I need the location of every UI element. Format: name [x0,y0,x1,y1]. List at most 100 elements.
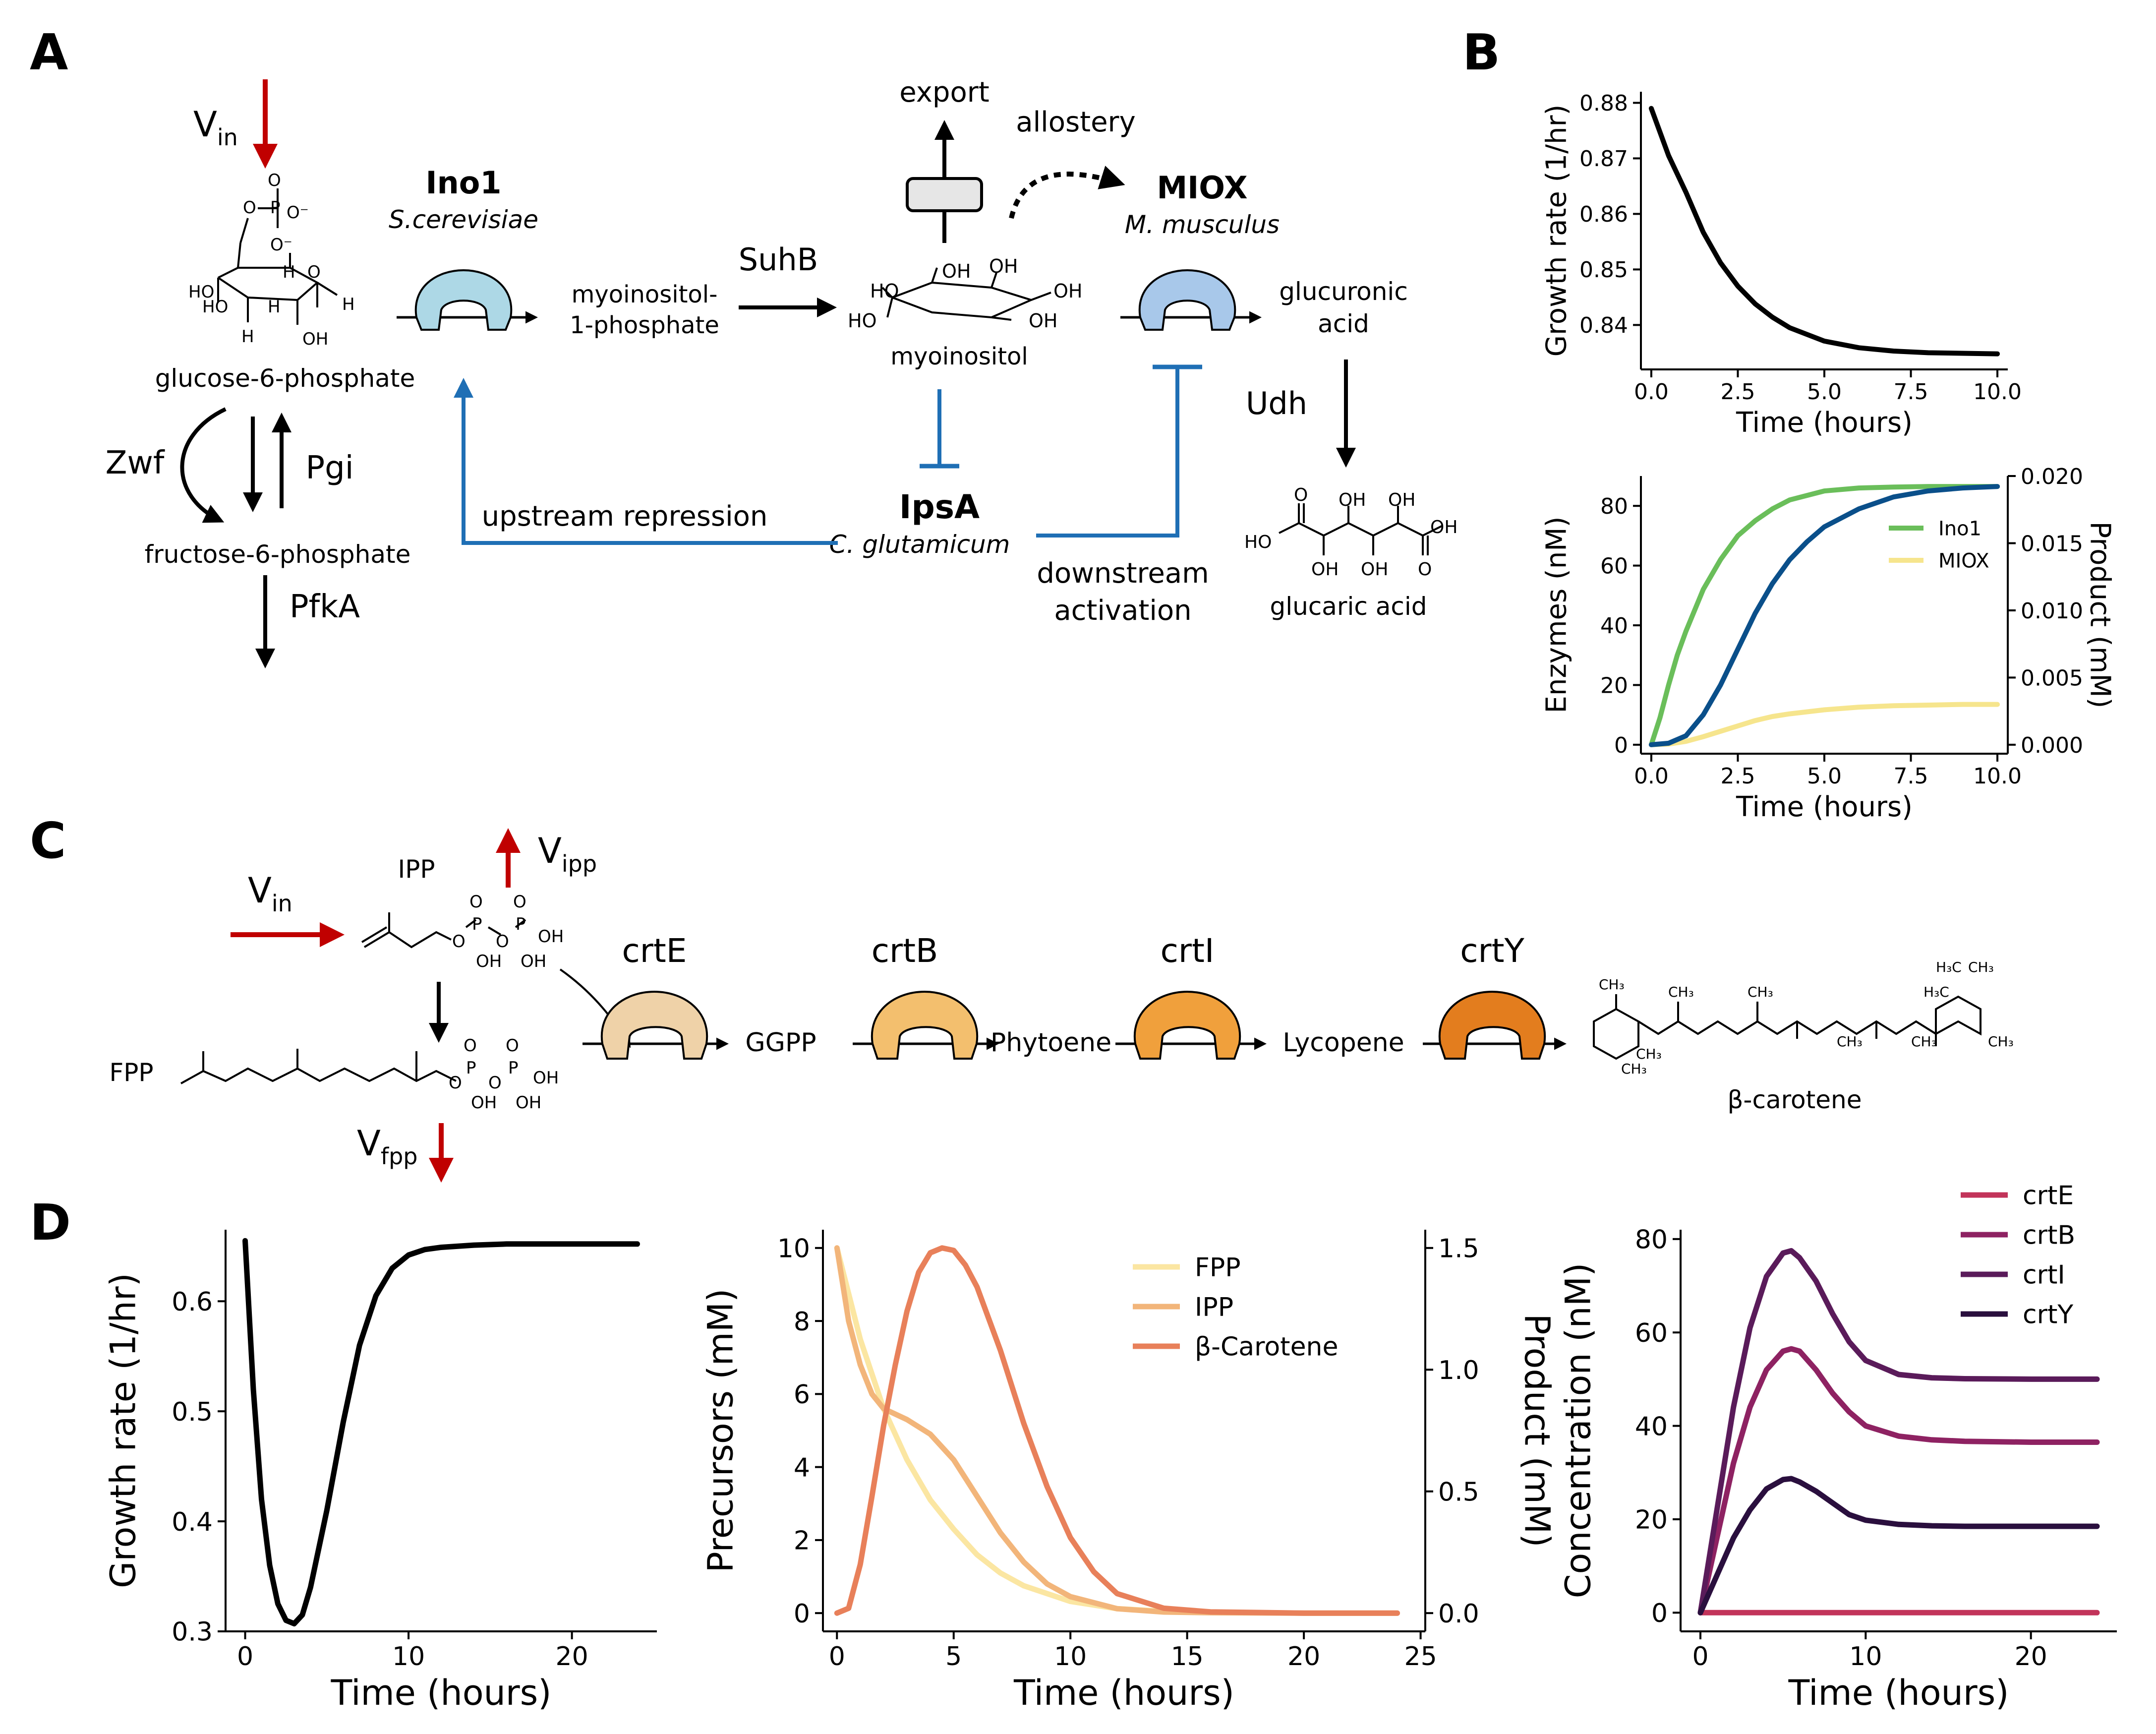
x-tick-label: 7.5 [1894,764,1928,789]
x-tick-label: 7.5 [1894,379,1928,405]
series-line-unnamed-0 [242,1238,640,1626]
y-tick-label: 0 [1651,1599,1668,1628]
y-tick-label: 0.4 [172,1507,213,1537]
panel-letter-a: A [30,23,68,81]
myoinositol-1-phosphate-line1: myoinositol- [572,281,718,308]
x-tick-label: 5 [945,1642,962,1672]
glucaric-acid-structure [1279,503,1443,555]
legend-label: Ino1 [1938,517,1981,540]
c-vin-label: Vin [248,870,292,917]
legend-label: FPP [1195,1253,1241,1283]
lycopene-label: Lycopene [1282,1028,1404,1058]
y-axis-label: Concentration (nM) [1558,1263,1598,1599]
svg-text:OH: OH [533,1068,559,1088]
zwf-label: Zwf [106,445,165,481]
y-tick-label: 2 [794,1526,810,1556]
svg-text:O: O [469,892,483,912]
y-tick-label: 20 [1600,673,1628,698]
x-tick-label: 10 [1849,1642,1882,1672]
y-tick-label: 0.6 [172,1287,213,1317]
svg-text:HO: HO [870,280,899,302]
miox-enzyme-icon [1120,269,1262,331]
svg-text:OH: OH [476,952,502,971]
panel-letter-b: B [1462,23,1500,81]
svg-text:O: O [1294,485,1308,505]
y-tick-label: 0 [794,1599,810,1629]
svg-text:H: H [268,297,281,317]
charts: 0.0 2.5 5.0 7.5 10.0 0.84 0.85 0.86 0.87 0.88 Time… [103,91,2117,1713]
x-tick-label: 5.0 [1807,379,1842,405]
svg-text:P: P [508,1058,519,1078]
x-tick-label: 10 [1054,1642,1087,1672]
x-tick-label: 0.0 [1634,764,1669,789]
x-axis-label: Time (hours) [1736,791,1913,823]
y-tick-label: 20 [1635,1505,1668,1535]
svg-text:O: O [1418,559,1432,580]
y-tick-label: 0.3 [172,1617,213,1647]
chart-d-right: 0 10 20 0 20 40 60 80 Time (hours) Concentration … [1558,1181,2117,1713]
legend-label: IPP [1195,1293,1233,1322]
svg-text:O: O [452,932,466,952]
zwf-arrow [180,407,227,523]
series-line-ipp [834,1245,1400,1616]
y-tick-label: 4 [794,1453,810,1483]
y2-axis-label: Product (mM) [1517,1314,1558,1547]
upstream-repression-line [454,378,838,545]
x-tick-label: 20 [2015,1642,2047,1672]
ipsa-label: IpsA [899,488,980,526]
downstream-activation-line2: activation [1054,595,1191,627]
svg-text:O: O [268,171,281,190]
y2-tick-label: 0.015 [2021,531,2083,556]
svg-text:OH: OH [1339,490,1366,510]
legend-label: crtE [2023,1181,2074,1211]
svg-text:CH₃: CH₃ [1748,984,1773,1000]
svg-text:H₃C: H₃C [1936,959,1962,975]
crti-enzyme-icon [1115,990,1267,1060]
y-tick-label: 0.88 [1579,91,1628,116]
x-tick-label: 10.0 [1973,764,2022,789]
panel-c-pathway: Vin IPP Vipp O P O OH O P O OH OH FPP [109,828,2014,1183]
svg-text:CH₃: CH₃ [1636,1046,1662,1062]
y-tick-label: 0.5 [172,1397,213,1427]
beta-carotene-label: β-carotene [1728,1085,1862,1114]
fpp-structure [180,1049,457,1084]
y2-tick-label: 0.005 [2021,665,2083,691]
crtb-enzyme-icon [853,990,999,1060]
svg-text:H: H [283,262,295,282]
legend-label: MIOX [1938,549,1989,572]
svg-text:OH: OH [989,255,1018,277]
svg-text:H₃C: H₃C [1923,984,1949,1000]
glucuronic-acid-line1: glucuronic [1279,277,1408,306]
legend-label: crtY [2023,1300,2073,1330]
chart-d-left: 0 10 20 0.3 0.4 0.5 0.6 Time (hours) Growth rate… [103,1230,657,1713]
svg-text:H: H [342,295,355,314]
crty-label: crtY [1460,932,1524,970]
svg-text:CH₃: CH₃ [1911,1033,1937,1050]
series-line-unnamed-2 [1648,484,2000,747]
svg-text:OH: OH [1388,490,1415,510]
y2-tick-label: 0.020 [2021,464,2083,489]
svg-text:O: O [488,1073,502,1093]
ino1-organism: S.cerevisiae [389,205,538,234]
x-tick-label: 2.5 [1720,764,1755,789]
glucaric-acid-label: glucaric acid [1270,592,1427,621]
ipsa-organism: C. glutamicum [829,530,1010,559]
x-tick-label: 0 [1692,1642,1708,1672]
series-line--carotene [834,1245,1400,1616]
svg-text:OH: OH [1053,280,1082,302]
svg-text:OH: OH [942,260,971,282]
x-axis-label: Time (hours) [1788,1673,2009,1713]
series-line-miox [1648,702,2000,747]
y-tick-label: 6 [794,1380,810,1410]
x-tick-label: 0.0 [1634,379,1669,405]
myoinositol-1-phosphate-line2: 1-phosphate [570,311,719,339]
y-axis-label: Precursors (mM) [700,1289,741,1573]
y-axis-label: Growth rate (1/hr) [1540,105,1573,357]
svg-text:OH: OH [1311,559,1339,580]
ino1-label: Ino1 [426,165,502,201]
ino1-enzyme-icon [397,269,538,331]
y-tick-label: 80 [1635,1225,1668,1255]
svg-text:OH: OH [538,927,564,947]
svg-text:P: P [516,914,526,934]
